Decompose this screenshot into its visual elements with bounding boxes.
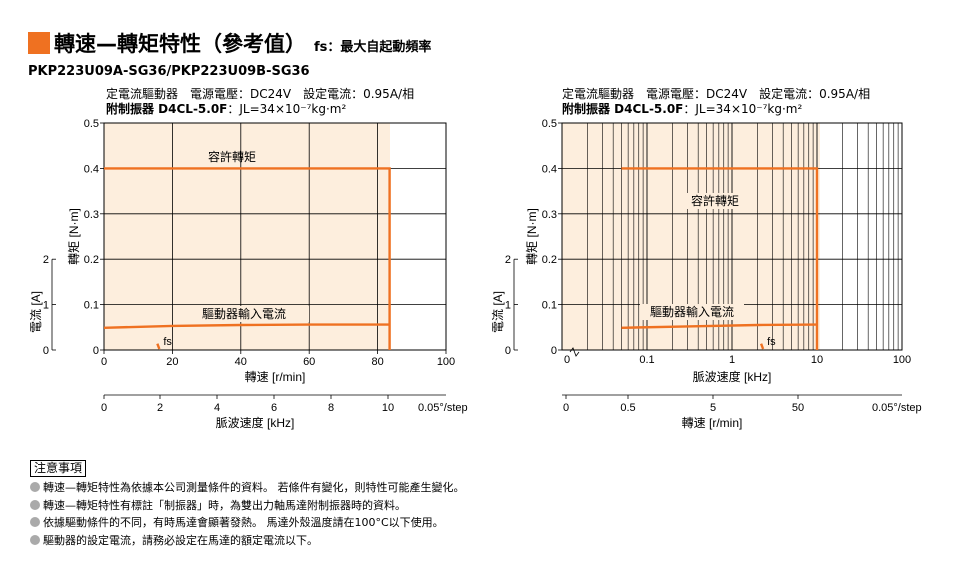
right-condition-damper: 附制振器 D4CL-5.0F bbox=[562, 102, 684, 116]
secondary-x-tick-label: 6 bbox=[271, 402, 277, 414]
left-condition-line1: 定電流驅動器 電源電壓：DC24V 設定電流：0.95A/相 bbox=[106, 87, 415, 101]
x-tick-label: 80 bbox=[371, 356, 383, 368]
series-label-background bbox=[179, 306, 309, 322]
current-tick-label: 0 bbox=[43, 345, 49, 357]
secondary-x-tick-label: 5 bbox=[710, 402, 716, 414]
y-tick-label: 0.1 bbox=[542, 300, 557, 312]
secondary-x-tick-label: 10 bbox=[382, 402, 394, 414]
secondary-x-tick-label: 0 bbox=[563, 402, 569, 414]
x-axis-label: 轉速 [r/min] bbox=[245, 370, 306, 384]
secondary-x-tick-label: 4 bbox=[214, 402, 220, 414]
plot-frame bbox=[103, 122, 447, 351]
right-condition-line1: 定電流驅動器 電源電壓：DC24V 設定電流：0.95A/相 bbox=[562, 87, 871, 101]
current-axis-label: 電流 [A] bbox=[29, 291, 43, 333]
current-tick-label: 2 bbox=[43, 254, 49, 266]
series-label-background bbox=[640, 304, 744, 320]
note-item: 驅動器的設定電流，請務必設定在馬達的額定電流以下。 bbox=[30, 532, 465, 550]
y-tick-label: 0.5 bbox=[542, 118, 557, 130]
x-tick-label: 0.1 bbox=[639, 354, 654, 366]
torque-curve bbox=[104, 167, 391, 350]
secondary-x-tick-label: 2 bbox=[157, 402, 163, 414]
right-condition-inertia: ：JL=34×10⁻⁷kg·m² bbox=[683, 102, 803, 116]
secondary-x-tick-label: 0 bbox=[101, 402, 107, 414]
current-curve bbox=[621, 323, 818, 329]
note-item: 依據驅動條件的不同，有時馬達會顯著發熱。 馬達外殼溫度請在100°C以下使用。 bbox=[30, 514, 465, 532]
current-curve-label: 驅動器輸入電流 bbox=[202, 306, 286, 321]
page-title: 轉速—轉矩特性（參考值） bbox=[54, 32, 306, 56]
x-tick-label: 10 bbox=[811, 354, 823, 366]
secondary-x-axis-label: 脈波速度 [kHz] bbox=[216, 415, 295, 430]
bullet-icon bbox=[30, 517, 40, 527]
current-curve-label: 驅動器輸入電流 bbox=[650, 304, 734, 319]
left-conditions: 定電流驅動器 電源電壓：DC24V 設定電流：0.95A/相 附制振器 D4CL… bbox=[106, 87, 414, 117]
secondary-x-tick-label: 0.5 bbox=[620, 402, 635, 414]
y-tick-label: 0.4 bbox=[542, 163, 557, 175]
current-curve bbox=[103, 323, 390, 329]
section-header: 轉速—轉矩特性（參考值） fs：最大自起動頻率 bbox=[28, 28, 431, 58]
bullet-icon bbox=[30, 499, 40, 510]
secondary-x-axis-label: 轉速 [r/min] bbox=[682, 416, 743, 430]
y-tick-label: 0 bbox=[93, 345, 99, 357]
current-tick-label: 1 bbox=[505, 300, 511, 312]
x-tick-label: 1 bbox=[729, 354, 735, 366]
notes-section: 注意事項 轉速—轉矩特性為依據本公司測量條件的資料。 若條件有變化，則特性可能產… bbox=[30, 460, 465, 549]
notes-title: 注意事項 bbox=[30, 460, 87, 477]
left-condition-inertia: ：JL=34×10⁻⁷kg·m² bbox=[227, 102, 347, 116]
fs-label: fs bbox=[163, 336, 172, 348]
bullet-icon bbox=[30, 534, 40, 545]
y-axis-label: 轉矩 [N·m] bbox=[67, 208, 81, 265]
note-item: 轉速—轉矩特性有標註「制振器」時，為雙出力軸馬達附制振器時的資料。 bbox=[30, 497, 465, 515]
y-tick-label: 0.3 bbox=[542, 209, 557, 221]
plot-frame bbox=[561, 122, 903, 351]
fs-marker bbox=[759, 343, 765, 350]
x-tick-label: 60 bbox=[303, 356, 315, 368]
secondary-x-unit: 0.05°/step bbox=[418, 402, 468, 414]
x-tick-label: 40 bbox=[235, 356, 247, 368]
x-tick-label: 20 bbox=[166, 356, 178, 368]
y-tick-label: 0.4 bbox=[84, 163, 99, 175]
right-conditions: 定電流驅動器 電源電壓：DC24V 設定電流：0.95A/相 附制振器 D4CL… bbox=[562, 87, 870, 117]
fs-marker bbox=[156, 343, 161, 350]
x-tick-label: 100 bbox=[893, 354, 911, 366]
current-tick-label: 0 bbox=[505, 345, 511, 357]
secondary-x-tick-label: 8 bbox=[328, 402, 334, 414]
orange-square-icon bbox=[28, 32, 50, 54]
note-item: 轉速—轉矩特性為依據本公司測量條件的資料。 若條件有變化，則特性可能產生變化。 bbox=[30, 479, 465, 497]
torque-curve bbox=[621, 167, 819, 350]
y-tick-label: 0.1 bbox=[84, 300, 99, 312]
fs-definition: fs：最大自起動頻率 bbox=[314, 39, 432, 55]
y-tick-label: 0 bbox=[551, 345, 557, 357]
torque-curve-label: 容許轉矩 bbox=[691, 193, 739, 208]
fs-label: fs bbox=[767, 336, 776, 348]
y-tick-label: 0.2 bbox=[542, 254, 557, 266]
y-axis-label: 轉矩 [N·m] bbox=[525, 208, 539, 265]
current-tick-label: 1 bbox=[43, 300, 49, 312]
current-tick-label: 2 bbox=[505, 254, 511, 266]
x-tick-label: 100 bbox=[437, 356, 455, 368]
series-label-background bbox=[684, 193, 746, 209]
y-tick-label: 0.2 bbox=[84, 254, 99, 266]
torque-curve-label: 容許轉矩 bbox=[208, 149, 256, 164]
x-axis-label: 脈波速度 [kHz] bbox=[693, 369, 772, 384]
bullet-icon bbox=[30, 482, 40, 492]
current-axis-label: 電流 [A] bbox=[491, 291, 505, 333]
x-tick-label: 0 bbox=[101, 356, 107, 368]
left-condition-damper: 附制振器 D4CL-5.0F bbox=[106, 102, 228, 116]
x-tick-label: 0 bbox=[564, 354, 570, 366]
secondary-x-tick-label: 50 bbox=[792, 402, 804, 414]
y-tick-label: 0.3 bbox=[84, 209, 99, 221]
secondary-x-unit: 0.05°/step bbox=[872, 402, 922, 414]
y-tick-label: 0.5 bbox=[84, 118, 99, 130]
model-number: PKP223U09A-SG36/PKP223U09B-SG36 bbox=[28, 64, 310, 79]
